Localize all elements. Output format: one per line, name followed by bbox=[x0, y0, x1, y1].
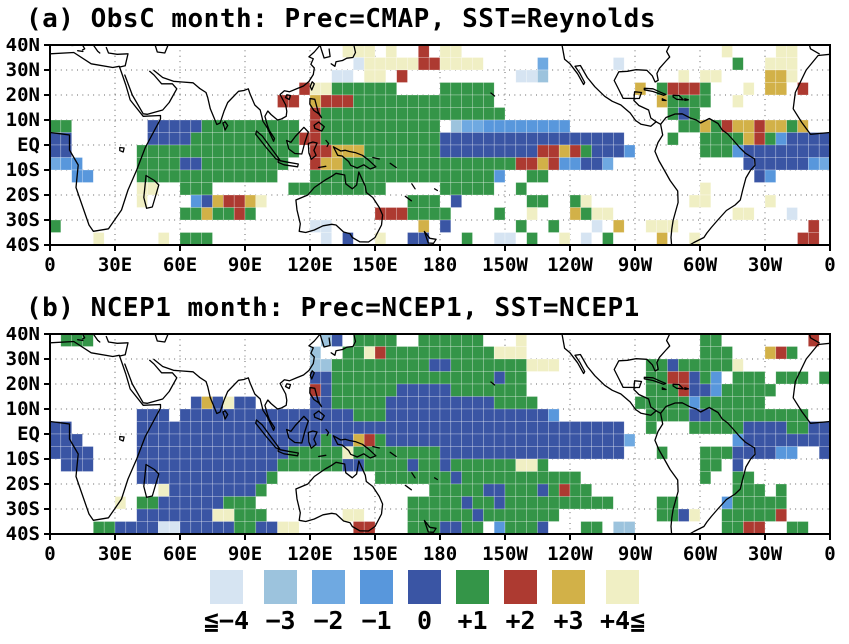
y-axis-tick-label: 20N bbox=[6, 373, 40, 395]
y-axis-tick-label: 30S bbox=[6, 209, 40, 231]
panel-a-map: 0 30E 60E 90E 120E 150E 180 150W 120W 90W 60W 30W 04… bbox=[6, 38, 836, 276]
legend-item: −3 bbox=[264, 570, 297, 635]
y-axis-tick-label: 20N bbox=[6, 84, 40, 106]
x-axis-tick-label: 120W bbox=[547, 543, 593, 565]
panel-b-map: 0 30E 60E 90E 120E 150E 180 150W 120W 90W 60W 30W 04… bbox=[6, 327, 836, 565]
legend-label: −2 bbox=[313, 606, 344, 635]
legend-swatch bbox=[312, 570, 345, 604]
legend-label: +1 bbox=[457, 606, 488, 635]
legend-label: −3 bbox=[265, 606, 296, 635]
x-axis-tick-label: 90E bbox=[228, 254, 262, 276]
x-axis-tick-label: 0 bbox=[824, 254, 835, 276]
legend-swatch bbox=[456, 570, 489, 604]
x-axis-tick-label: 150E bbox=[352, 254, 398, 276]
color-legend: ≦−4 −3 −2 −1 0 +1 +2 +3 +4≦ bbox=[0, 570, 849, 635]
x-axis-tick-label: 30W bbox=[748, 543, 783, 565]
axis-labels: 0 30E 60E 90E 120E 150E 180 150W 120W 90W 60W 30W 04… bbox=[6, 38, 836, 276]
coastline bbox=[50, 334, 830, 534]
legend-swatch bbox=[606, 570, 640, 604]
x-axis-tick-label: 120E bbox=[287, 543, 333, 565]
x-axis-tick-label: 30W bbox=[748, 254, 783, 276]
y-axis-tick-label: 10S bbox=[6, 159, 40, 181]
y-axis-tick-label: 10S bbox=[6, 448, 40, 470]
axis-labels: 0 30E 60E 90E 120E 150E 180 150W 120W 90W 60W 30W 04… bbox=[6, 327, 836, 565]
legend-label: −1 bbox=[361, 606, 392, 635]
coastline bbox=[50, 45, 830, 245]
x-axis-tick-label: 30E bbox=[98, 254, 132, 276]
legend-item: +2 bbox=[504, 570, 537, 635]
legend-item: +1 bbox=[456, 570, 489, 635]
x-axis-tick-label: 180 bbox=[423, 254, 457, 276]
legend-swatch bbox=[360, 570, 393, 604]
legend-swatch bbox=[209, 570, 243, 604]
x-axis-tick-label: 0 bbox=[44, 254, 55, 276]
x-axis-tick-label: 120E bbox=[287, 254, 333, 276]
legend-item: 0 bbox=[408, 570, 441, 635]
axis-ticks bbox=[44, 333, 831, 540]
legend-label: +3 bbox=[553, 606, 584, 635]
y-axis-tick-label: 20S bbox=[6, 184, 40, 206]
grid-cells bbox=[50, 45, 830, 245]
x-axis-tick-label: 150W bbox=[482, 254, 528, 276]
x-axis-tick-label: 90E bbox=[228, 543, 262, 565]
y-axis-tick-label: 30N bbox=[6, 59, 40, 81]
y-axis-tick-label: 20S bbox=[6, 473, 40, 495]
x-axis-tick-label: 0 bbox=[44, 543, 55, 565]
grid-cells bbox=[50, 334, 830, 534]
legend-label: +4≦ bbox=[600, 606, 646, 635]
legend-item: +3 bbox=[552, 570, 585, 635]
legend-label: ≦−4 bbox=[203, 606, 249, 635]
x-axis-tick-label: 0 bbox=[824, 543, 835, 565]
x-axis-tick-label: 150E bbox=[352, 543, 398, 565]
x-axis-tick-label: 60E bbox=[163, 254, 197, 276]
y-axis-tick-label: 10N bbox=[6, 109, 40, 131]
legend-swatch bbox=[552, 570, 585, 604]
legend-item: ≦−4 bbox=[204, 570, 249, 635]
x-axis-tick-label: 180 bbox=[423, 543, 457, 565]
panel-b-title: (b) NCEP1 month: Prec=NCEP1, SST=NCEP1 bbox=[26, 293, 640, 323]
y-axis-tick-label: 30S bbox=[6, 498, 40, 520]
legend-label: +2 bbox=[505, 606, 536, 635]
x-axis-tick-label: 60W bbox=[683, 543, 718, 565]
x-axis-tick-label: 60W bbox=[683, 254, 718, 276]
legend-swatch bbox=[264, 570, 297, 604]
legend-item: −2 bbox=[312, 570, 345, 635]
legend-item: −1 bbox=[360, 570, 393, 635]
x-axis-tick-label: 90W bbox=[618, 254, 653, 276]
y-axis-tick-label: EQ bbox=[17, 134, 40, 156]
legend-swatch bbox=[408, 570, 441, 604]
y-axis-tick-label: 40N bbox=[6, 327, 40, 345]
legend-label: 0 bbox=[416, 606, 433, 635]
legend-swatch bbox=[504, 570, 537, 604]
legend-item: +4≦ bbox=[600, 570, 645, 635]
x-axis-tick-label: 150W bbox=[482, 543, 528, 565]
axis-ticks bbox=[44, 44, 831, 251]
y-axis-tick-label: 40N bbox=[6, 38, 40, 56]
x-axis-tick-label: 120W bbox=[547, 254, 593, 276]
x-axis-tick-label: 30E bbox=[98, 543, 132, 565]
y-axis-tick-label: 30N bbox=[6, 348, 40, 370]
x-axis-tick-label: 90W bbox=[618, 543, 653, 565]
y-axis-tick-label: 40S bbox=[6, 234, 40, 256]
x-axis-tick-label: 60E bbox=[163, 543, 197, 565]
panel-a-title: (a) ObsC month: Prec=CMAP, SST=Reynolds bbox=[26, 4, 656, 34]
y-axis-tick-label: EQ bbox=[17, 423, 40, 445]
y-axis-tick-label: 10N bbox=[6, 398, 40, 420]
y-axis-tick-label: 40S bbox=[6, 523, 40, 545]
